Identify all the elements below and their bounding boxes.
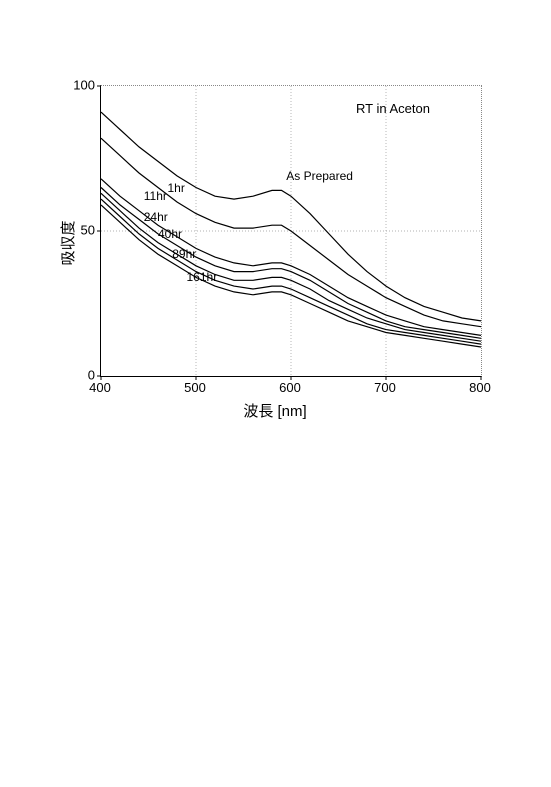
series-label: 161hr — [187, 270, 218, 284]
legend-text: RT in Aceton — [356, 101, 430, 116]
series-label: 1hr — [168, 181, 185, 195]
series-label: 24hr — [144, 210, 168, 224]
absorbance-chart: 吸収度 As Prepared1hr11hr24hr40hr89hr161hrR… — [60, 75, 490, 410]
y-tick-label: 50 — [65, 223, 95, 238]
x-tick-label: 600 — [279, 380, 301, 395]
y-tick-label: 100 — [65, 78, 95, 93]
series-label: 89hr — [172, 247, 196, 261]
series-label: 11hr — [144, 189, 167, 203]
y-tick-label: 0 — [65, 368, 95, 383]
plot-area: As Prepared 1hr11hr 24hr 40hr 89hr 161hr RT in… — [100, 85, 482, 377]
x-tick-label: 800 — [469, 380, 491, 395]
x-tick-label: 500 — [184, 380, 206, 395]
series-label: 40hr — [158, 227, 182, 241]
x-tick-label: 700 — [374, 380, 396, 395]
series-label: As Prepared — [286, 169, 353, 183]
x-axis-label: 波長 [nm] — [243, 400, 306, 421]
